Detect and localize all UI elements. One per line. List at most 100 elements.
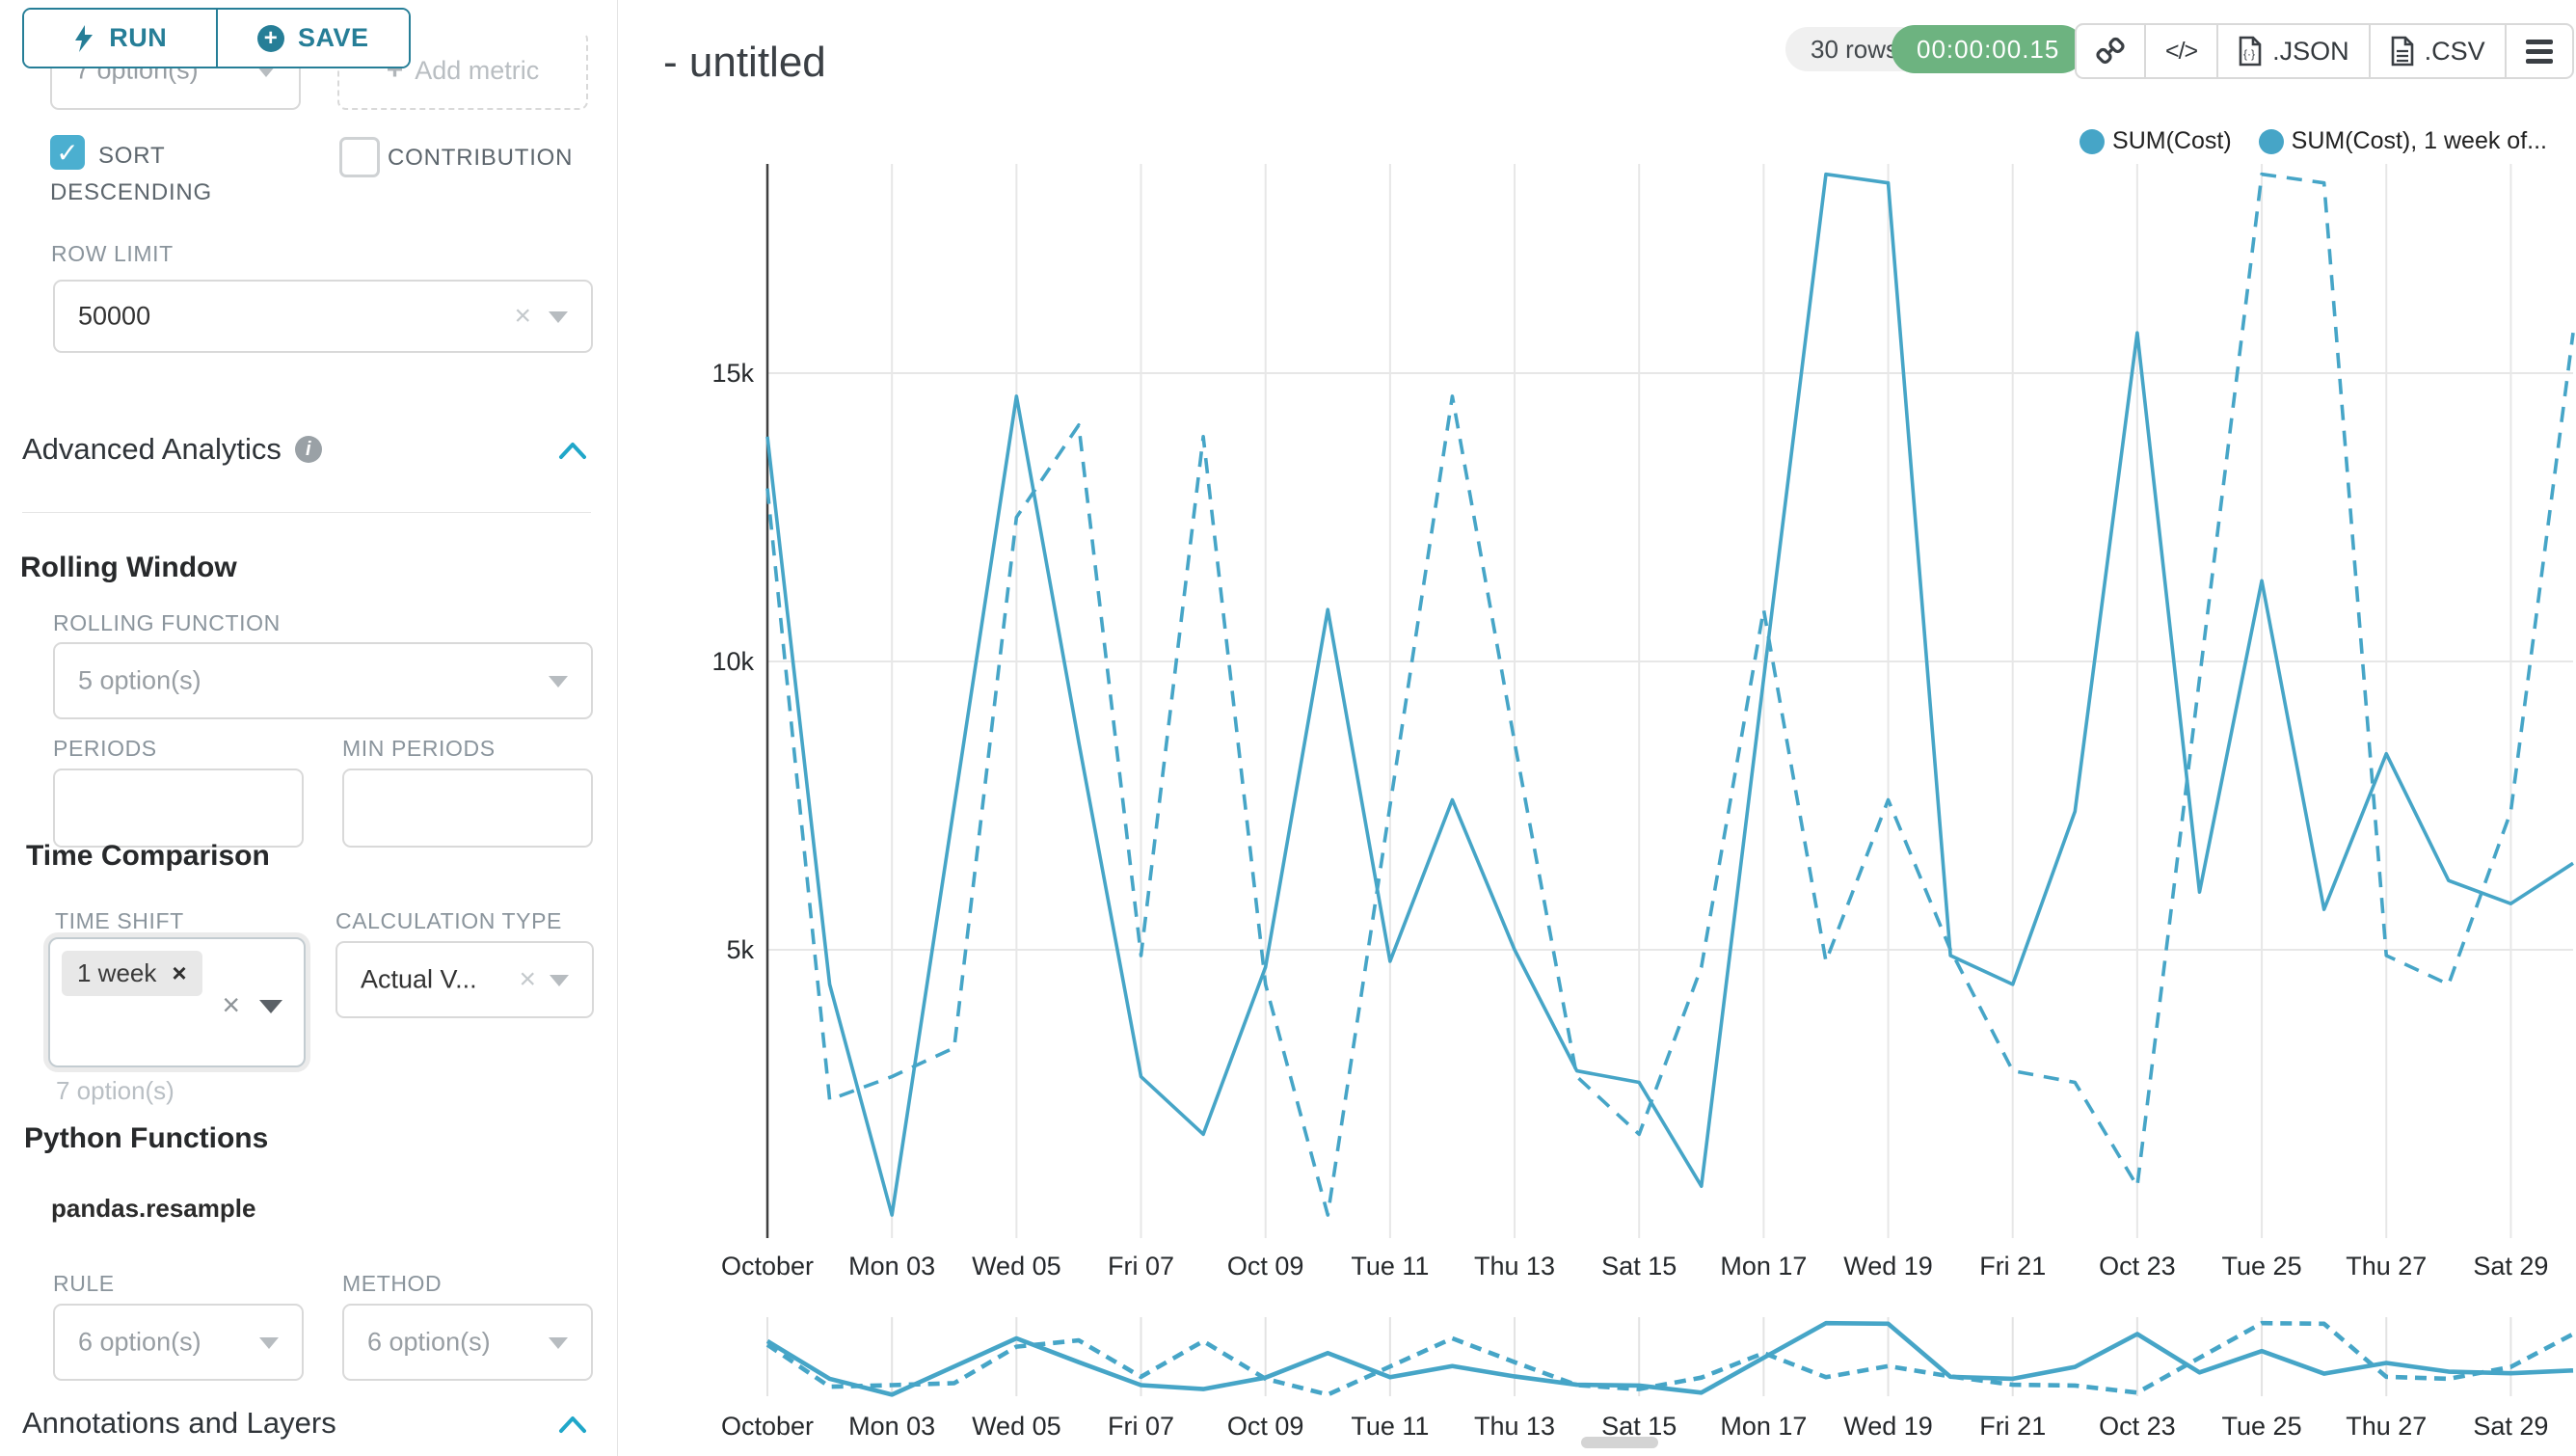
plus-circle-icon: +: [256, 24, 284, 52]
chevron-up-icon[interactable]: [557, 1414, 588, 1435]
svg-text:October: October: [721, 1252, 814, 1281]
advanced-analytics-title: Advanced Analytics: [22, 432, 282, 466]
svg-text:Oct 09: Oct 09: [1227, 1252, 1304, 1281]
svg-text:10k: 10k: [711, 647, 754, 676]
more-options-button[interactable]: [2504, 25, 2572, 77]
export-json-button[interactable]: {·} .JSON: [2216, 25, 2369, 77]
svg-text:Mon 17: Mon 17: [1720, 1412, 1807, 1441]
svg-text:15k: 15k: [711, 359, 754, 388]
advanced-analytics-header[interactable]: Advanced Analytics i: [22, 432, 322, 467]
time-shift-multiselect[interactable]: 1 week × ×: [48, 937, 306, 1067]
python-functions-title: Python Functions: [24, 1122, 269, 1154]
chevron-down-icon: [259, 1337, 279, 1349]
run-button[interactable]: RUN: [24, 10, 216, 67]
view-query-button[interactable]: </>: [2144, 25, 2216, 77]
rolling-function-value: 5 option(s): [78, 665, 201, 695]
control-panel-sidebar: 7 option(s) + Add metric RUN + SAVE ✓ SO…: [0, 0, 618, 1456]
run-button-label: RUN: [109, 23, 168, 52]
save-button-label: SAVE: [297, 23, 369, 52]
chevron-down-icon: [550, 975, 569, 986]
export-csv-button[interactable]: .CSV: [2368, 25, 2505, 77]
chevron-down-icon: [549, 1337, 568, 1349]
section-divider: [22, 512, 591, 513]
calculation-type-label: CALCULATION TYPE: [335, 908, 562, 933]
row-limit-select[interactable]: 50000 ×: [53, 280, 593, 353]
min-periods-label: MIN PERIODS: [342, 736, 496, 761]
svg-text:Fri 07: Fri 07: [1108, 1412, 1174, 1441]
clear-icon[interactable]: ×: [222, 987, 240, 1022]
chevron-down-icon: [549, 311, 568, 323]
time-shift-tag-label: 1 week: [77, 958, 157, 987]
time-shift-tag: 1 week ×: [62, 951, 202, 996]
row-limit-label: ROW LIMIT: [51, 241, 174, 266]
contribution-checkbox[interactable]: [339, 137, 380, 177]
svg-text:Fri 21: Fri 21: [1979, 1412, 2046, 1441]
legend-dot: [2080, 128, 2106, 154]
svg-text:Tue 25: Tue 25: [2222, 1412, 2302, 1441]
export-json-label: .JSON: [2272, 36, 2349, 66]
hamburger-menu-icon: [2525, 39, 2553, 64]
svg-text:Thu 13: Thu 13: [1474, 1412, 1555, 1441]
svg-text:Mon 03: Mon 03: [848, 1412, 935, 1441]
chart-title[interactable]: - untitled: [663, 39, 826, 86]
svg-text:{·}: {·}: [2243, 47, 2255, 61]
time-shift-label: TIME SHIFT: [55, 908, 184, 933]
clear-icon[interactable]: ×: [519, 963, 536, 995]
svg-text:Mon 03: Mon 03: [848, 1252, 935, 1281]
periods-input[interactable]: [53, 768, 304, 848]
svg-text:Thu 27: Thu 27: [2346, 1252, 2427, 1281]
run-save-button-group: RUN + SAVE: [22, 8, 411, 68]
rolling-function-label: ROLLING FUNCTION: [53, 610, 281, 635]
legend-item-sum-cost[interactable]: SUM(Cost): [2080, 127, 2232, 155]
rule-select[interactable]: 6 option(s): [53, 1304, 304, 1381]
info-icon[interactable]: i: [294, 436, 322, 463]
svg-text:Sat 29: Sat 29: [2473, 1412, 2548, 1441]
svg-text:Fri 07: Fri 07: [1108, 1252, 1174, 1281]
legend-item-sum-cost-offset[interactable]: SUM(Cost), 1 week of...: [2258, 127, 2547, 155]
chart-legend: SUM(Cost) SUM(Cost), 1 week of...: [2080, 127, 2547, 155]
row-limit-value: 50000: [78, 301, 151, 331]
sort-descending-checkbox[interactable]: ✓: [50, 135, 85, 170]
svg-text:Oct 23: Oct 23: [2099, 1252, 2176, 1281]
svg-text:Wed 05: Wed 05: [972, 1412, 1061, 1441]
contribution-label: CONTRIBUTION: [388, 145, 574, 171]
tag-remove-icon[interactable]: ×: [172, 958, 187, 987]
time-shift-helper: 7 option(s): [56, 1076, 174, 1105]
pandas-resample-label: pandas.resample: [51, 1194, 256, 1223]
link-icon: [2096, 37, 2125, 65]
svg-text:Mon 17: Mon 17: [1720, 1252, 1807, 1281]
save-button[interactable]: + SAVE: [215, 10, 409, 67]
min-periods-input[interactable]: [342, 768, 593, 848]
svg-text:October: October: [721, 1412, 814, 1441]
code-icon: </>: [2165, 37, 2198, 65]
legend-dot: [2258, 128, 2284, 154]
rolling-function-select[interactable]: 5 option(s): [53, 642, 593, 719]
chevron-down-icon: [256, 66, 276, 77]
sort-descending-label: SORT: [98, 143, 166, 169]
svg-text:5k: 5k: [726, 935, 754, 964]
annotations-title: Annotations and Layers: [22, 1406, 336, 1440]
chevron-down-icon[interactable]: [259, 1000, 282, 1013]
chevron-down-icon: [549, 676, 568, 688]
svg-text:Tue 11: Tue 11: [1351, 1252, 1429, 1281]
svg-text:Oct 09: Oct 09: [1227, 1412, 1304, 1441]
share-link-button[interactable]: [2077, 25, 2144, 77]
svg-text:Oct 23: Oct 23: [2099, 1412, 2176, 1441]
svg-text:Thu 13: Thu 13: [1474, 1252, 1555, 1281]
horizontal-scrollbar-thumb[interactable]: [1581, 1437, 1658, 1448]
svg-text:Tue 25: Tue 25: [2222, 1252, 2302, 1281]
clear-icon[interactable]: ×: [514, 300, 531, 332]
calculation-type-value: Actual V...: [361, 964, 477, 994]
method-label: METHOD: [342, 1271, 443, 1296]
legend-label: SUM(Cost), 1 week of...: [2291, 127, 2547, 154]
query-timer-badge: 00:00:00.15: [1892, 25, 2085, 73]
calculation-type-select[interactable]: Actual V... ×: [335, 941, 594, 1018]
add-metric-label: Add metric: [415, 55, 540, 85]
svg-text:Wed 19: Wed 19: [1843, 1252, 1933, 1281]
method-select[interactable]: 6 option(s): [342, 1304, 593, 1381]
annotations-header[interactable]: Annotations and Layers: [22, 1406, 336, 1441]
json-file-icon: {·}: [2239, 36, 2262, 67]
chevron-up-icon[interactable]: [557, 440, 588, 461]
